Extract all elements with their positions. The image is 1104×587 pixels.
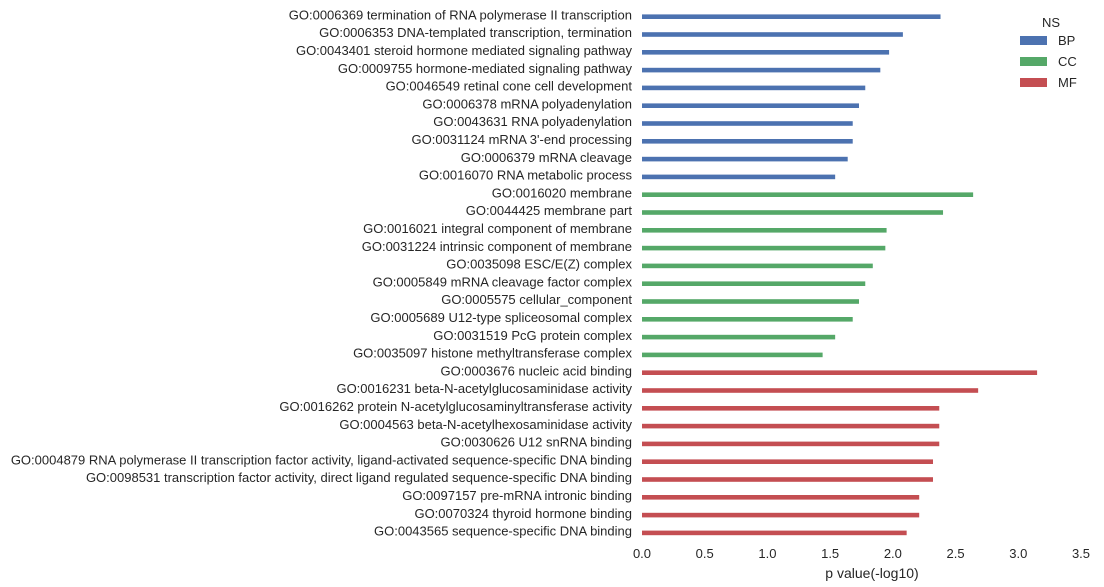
bar-bp — [642, 67, 881, 73]
legend-label-cc: CC — [1058, 54, 1077, 69]
bar-bp — [642, 156, 848, 162]
bar-mf — [642, 495, 920, 500]
category-label: GO:0043565 sequence-specific DNA binding — [374, 524, 632, 539]
bar-cc — [642, 281, 866, 286]
category-label: GO:0016231 beta-N-acetylglucosaminidase … — [336, 381, 632, 396]
bar-bp — [642, 14, 941, 19]
x-tick-label: 3.0 — [1009, 546, 1027, 561]
bar-cc — [642, 352, 823, 358]
bar-mf — [642, 423, 940, 429]
bar-mf — [642, 441, 940, 447]
category-label: GO:0097157 pre-mRNA intronic binding — [402, 488, 632, 503]
bar-mf — [642, 530, 907, 536]
category-label: GO:0016262 protein N-acetylglucosaminylt… — [279, 399, 632, 414]
category-label: GO:0043401 steroid hormone mediated sign… — [296, 43, 633, 58]
category-label: GO:0070324 thyroid hormone binding — [414, 506, 632, 521]
bar-cc — [642, 245, 886, 251]
bar-mf — [642, 388, 979, 393]
category-labels-group: GO:0006369 termination of RNA polymerase… — [11, 7, 633, 538]
legend: NS BP CC MF — [1020, 15, 1077, 90]
category-label: GO:0035097 histone methyltransferase com… — [353, 346, 632, 361]
x-tick-label: 1.5 — [821, 546, 839, 561]
category-label: GO:0006378 mRNA polyadenylation — [422, 96, 632, 111]
legend-title: NS — [1042, 15, 1060, 30]
x-tick-label: 2.5 — [947, 546, 965, 561]
category-label: GO:0016021 integral component of membran… — [363, 221, 632, 236]
category-label: GO:0035098 ESC/E(Z) complex — [446, 257, 632, 272]
legend-label-mf: MF — [1058, 75, 1077, 90]
bar-bp — [642, 85, 866, 91]
bar-mf — [642, 459, 933, 464]
legend-label-bp: BP — [1058, 33, 1075, 48]
category-label: GO:0044425 membrane part — [466, 203, 633, 218]
bar-cc — [642, 228, 887, 233]
bar-bp — [642, 174, 836, 180]
x-tick-label: 2.0 — [884, 546, 902, 561]
x-tick-labels-group: 0.0 0.5 1.0 1.5 2.0 2.5 3.0 3.5 — [633, 546, 1090, 561]
category-label: GO:0005689 U12-type spliceosomal complex — [370, 310, 632, 325]
x-tick-label: 1.0 — [758, 546, 776, 561]
category-label: GO:0005849 mRNA cleavage factor complex — [373, 274, 633, 289]
x-tick-label: 0.5 — [696, 546, 714, 561]
legend-swatch-cc — [1020, 57, 1047, 66]
category-label: GO:0046549 retinal cone cell development — [386, 79, 633, 94]
bar-cc — [642, 299, 859, 304]
x-axis-title: p value(-log10) — [825, 565, 918, 581]
legend-swatch-mf — [1020, 78, 1047, 87]
x-tick-label: 3.5 — [1072, 546, 1090, 561]
category-label: GO:0016070 RNA metabolic process — [419, 168, 633, 183]
bar-cc — [642, 210, 944, 215]
bar-bp — [642, 121, 853, 126]
category-label: GO:0031224 intrinsic component of membra… — [362, 239, 632, 254]
bar-mf — [642, 512, 920, 518]
bar-bp — [642, 139, 853, 144]
bar-mf — [642, 406, 940, 411]
bar-cc — [642, 334, 836, 340]
category-label: GO:0031124 mRNA 3'-end processing — [412, 132, 632, 147]
category-label: GO:0003676 nucleic acid binding — [440, 363, 632, 378]
bar-mf — [642, 370, 1038, 375]
legend-swatch-bp — [1020, 36, 1047, 45]
category-label: GO:0006379 mRNA cleavage — [461, 150, 632, 165]
category-label: GO:0009755 hormone-mediated signaling pa… — [338, 61, 633, 76]
category-label: GO:0006369 termination of RNA polymerase… — [289, 7, 632, 22]
category-label: GO:0031519 PcG protein complex — [433, 328, 632, 343]
bar-mf — [642, 477, 933, 482]
category-label: GO:0016020 membrane — [492, 185, 632, 200]
bar-bp — [642, 103, 859, 108]
bar-cc — [642, 317, 853, 322]
category-label: GO:0004879 RNA polymerase II transcripti… — [11, 452, 632, 467]
bar-bp — [642, 32, 903, 37]
x-tick-label: 0.0 — [633, 546, 651, 561]
bars-group — [642, 14, 1038, 536]
category-label: GO:0005575 cellular_component — [441, 292, 632, 307]
category-label: GO:0043631 RNA polyadenylation — [433, 114, 632, 129]
bar-cc — [642, 192, 974, 197]
bar-cc — [642, 263, 873, 269]
category-label: GO:0006353 DNA-templated transcription, … — [319, 25, 632, 40]
bar-bp — [642, 50, 890, 55]
category-label: GO:0098531 transcription factor activity… — [86, 470, 632, 485]
category-label: GO:0004563 beta-N-acetylhexosaminidase a… — [339, 417, 632, 432]
category-label: GO:0030626 U12 snRNA binding — [440, 435, 632, 450]
